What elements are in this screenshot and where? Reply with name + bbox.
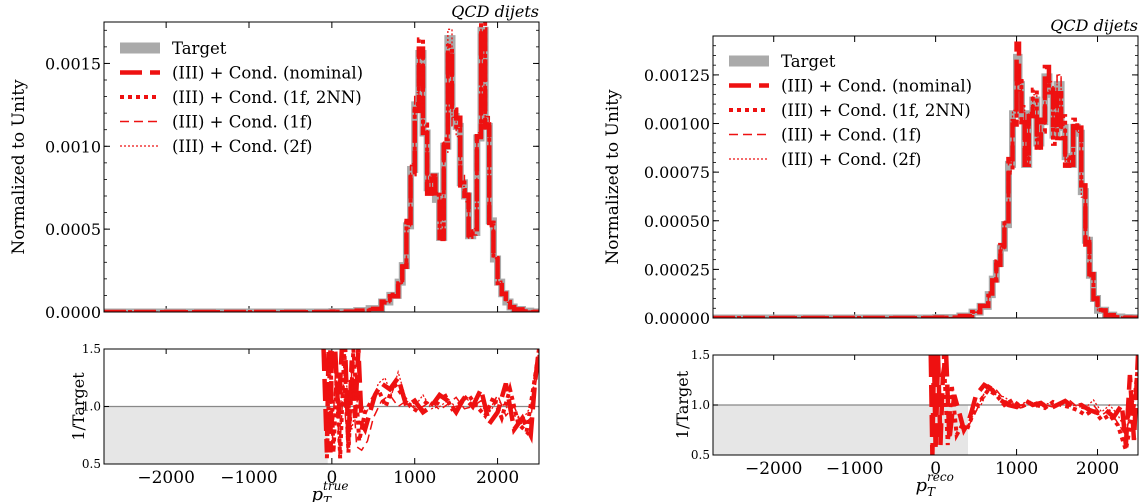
- legend-1: Target (III) + Cond. (nominal) (III) + Con…: [729, 52, 972, 169]
- legend-0: Target (III) + Cond. (nominal) (III) + Con…: [120, 39, 363, 156]
- x-tick-label-0-1: −1000: [220, 468, 278, 488]
- legend-label-1-3: (III) + Cond. (1f): [781, 126, 921, 145]
- y-axis-label-0: Normalized to Unity: [9, 79, 29, 255]
- ratio-line-0-3: [337, 349, 539, 430]
- x-tick-label-0-3: 1000: [393, 468, 436, 488]
- main-series-group-1: [713, 41, 1138, 318]
- x-axis-label-sub-1: T: [927, 485, 936, 499]
- x-tick-label-0-4: 2000: [476, 468, 519, 488]
- legend-label-0-1: (III) + Cond. (nominal): [172, 64, 363, 83]
- y-tick-label-1-3: 0.00075: [644, 163, 710, 182]
- x-tick-label-1-3: 1000: [995, 459, 1038, 479]
- x-tick-label-1-0: −2000: [745, 459, 803, 479]
- x-axis-label-0: pTtrue: [312, 479, 349, 502]
- ratio-y-axis-label-1: 1/Target: [673, 370, 692, 439]
- x-axis-label-1: pTreco: [916, 470, 954, 499]
- ratio-y-tick-label-0-1: 1.0: [82, 400, 101, 414]
- x-axis-label-sup-0: true: [323, 479, 348, 493]
- ratio-series-group-1: [928, 355, 1138, 455]
- chart-right: QCD dijets Normalized to Unity 0.00000 0.00…: [603, 16, 1139, 499]
- ratio-line-1-1: [941, 355, 1138, 451]
- y-tick-label-0-2: 0.0010: [45, 137, 101, 156]
- ratio-y-tick-label-1-1: 1.0: [691, 398, 710, 412]
- series-target-1: [713, 53, 1138, 318]
- x-tick-label-1-1: −1000: [826, 459, 884, 479]
- y-tick-label-1-5: 0.00125: [644, 66, 710, 85]
- legend-label-1-0: Target: [781, 52, 836, 71]
- ratio-axes-frame-0: [103, 348, 540, 465]
- chart-title-1: QCD dijets: [1050, 16, 1138, 35]
- x-tick-label-0-2: 0: [326, 468, 337, 488]
- legend-label-0-2: (III) + Cond. (1f, 2NN): [172, 88, 362, 107]
- series-model-0-3: [104, 28, 539, 312]
- x-axis-label-sub-0: T: [323, 494, 332, 502]
- y-axis-label-1: Normalized to Unity: [603, 89, 623, 265]
- ratio-band-0: [104, 406, 328, 464]
- ratio-line-0-2: [331, 360, 539, 459]
- legend-label-0-4: (III) + Cond. (2f): [172, 137, 312, 156]
- ratio-y-axis-label-0: 1/Target: [69, 372, 88, 441]
- x-axis-label-symbol-0: p: [312, 484, 324, 502]
- y-tick-label-0-0: 0.0000: [45, 303, 101, 322]
- ratio-axes-frame-1: [712, 354, 1139, 456]
- legend-label-0-3: (III) + Cond. (1f): [172, 113, 312, 132]
- x-axis-label-sup-1: reco: [927, 470, 954, 484]
- main-axes-frame-0: [103, 21, 540, 313]
- ratio-y-tick-label-0-2: 1.5: [82, 342, 101, 356]
- x-tick-label-0-0: −2000: [137, 468, 195, 488]
- y-tick-label-1-4: 0.00100: [644, 115, 710, 134]
- legend-label-1-1: (III) + Cond. (nominal): [781, 77, 972, 96]
- x-tick-label-1-2: 0: [930, 459, 941, 479]
- y-tick-label-0-3: 0.0015: [45, 54, 101, 73]
- y-tick-label-1-1: 0.00025: [644, 260, 710, 279]
- y-tick-label-0-1: 0.0005: [45, 220, 101, 239]
- legend-label-1-4: (III) + Cond. (2f): [781, 150, 921, 169]
- y-tick-label-1-2: 0.00050: [644, 212, 710, 231]
- ratio-y-tick-label-0-0: 0.5: [82, 457, 101, 471]
- main-axes-frame-1: [712, 35, 1139, 319]
- ratio-y-tick-label-1-0: 0.5: [691, 448, 710, 462]
- ratio-y-tick-label-1-2: 1.5: [691, 348, 710, 362]
- chart-left: QCD dijets Normalized to Unity 0.0000 0.000…: [9, 2, 540, 502]
- x-tick-label-1-4: 2000: [1076, 459, 1119, 479]
- x-axis-label-symbol-1: p: [916, 475, 928, 496]
- chart-title-0: QCD dijets: [451, 2, 539, 21]
- ratio-series-group-0: [321, 349, 539, 459]
- ratio-band-1: [713, 405, 968, 455]
- y-tick-label-1-0: 0.00000: [644, 309, 710, 328]
- series-model-1-3: [713, 70, 1138, 318]
- ratio-line-1-3: [967, 379, 1138, 432]
- ratio-line-0-0: [321, 349, 539, 453]
- main-series-group-0: [104, 22, 539, 312]
- legend-label-0-0: Target: [172, 39, 227, 58]
- legend-label-1-2: (III) + Cond. (1f, 2NN): [781, 101, 971, 120]
